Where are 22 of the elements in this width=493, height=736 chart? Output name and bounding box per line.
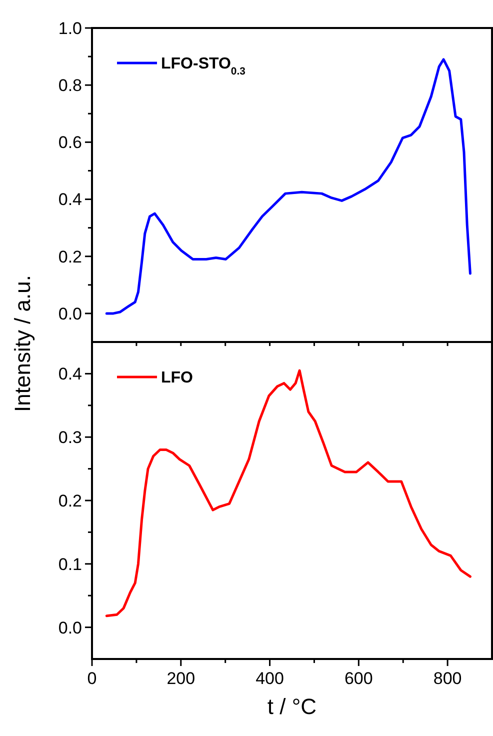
legend-label: LFO [161,370,193,387]
y-tick-label: 0.2 [58,491,82,510]
y-tick-label: 0.3 [58,428,82,448]
y-axis-title: Intensity / a.u. [10,275,35,412]
x-tick-label: 200 [166,669,196,688]
y-tick-label: 0.0 [58,618,82,638]
y-tick-label: 0.2 [58,247,82,266]
legend-label: LFO-STO$_{0.3}$ [161,56,246,78]
y-tick-label: 0.1 [58,554,82,574]
y-tick-label: 0.4 [58,364,82,384]
x-axis-title: t / °C [267,694,317,719]
x-tick-label: 400 [256,669,284,688]
y-tick-label: 0.6 [58,133,82,152]
y-tick-label: 0.8 [58,76,82,96]
line-series [105,58,472,315]
line-series [105,369,472,618]
y-tick-label: 0.4 [58,190,82,210]
x-tick-label: 800 [433,669,462,688]
y-tick-label: 0.0 [58,304,82,324]
x-tick-label: 600 [344,669,373,688]
x-tick-label: 0 [87,669,97,688]
y-tick-label: 1.0 [58,18,82,38]
